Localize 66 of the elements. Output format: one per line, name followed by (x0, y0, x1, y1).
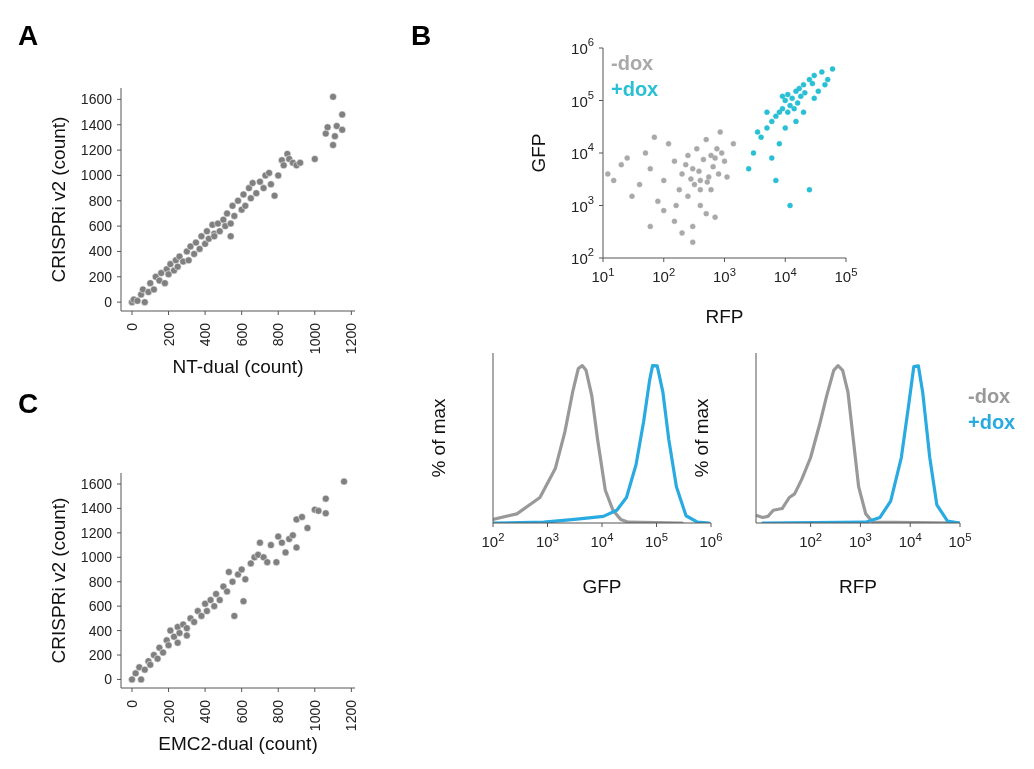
x-tick-label: 10$^{4}$ (590, 531, 614, 550)
text: B (411, 20, 432, 52)
x-tick-label: 1000 (306, 322, 323, 355)
text: -dox (968, 384, 1012, 409)
y-tick-label: 1200 (80, 142, 113, 159)
x-tick-label: 400 (197, 322, 214, 347)
y-tick-label: 800 (88, 192, 113, 209)
x-tick-label: 10$^{3}$ (713, 266, 736, 285)
y-tick-label: 800 (88, 573, 113, 590)
x-tick-label: 10$^{2}$ (652, 266, 676, 285)
x-tick-label: 200 (160, 699, 177, 724)
x-tick-label: 10$^{5}$ (834, 266, 858, 285)
text: -dox (611, 51, 655, 76)
text: C (18, 388, 39, 420)
y-tick-label: 1400 (80, 116, 113, 133)
text: +dox (968, 410, 1016, 435)
y-tick-label: 10$^{6}$ (571, 36, 594, 57)
x-tick-label: 10$^{3}$ (536, 531, 559, 550)
y-tick-label: 600 (88, 218, 113, 235)
y-tick-label: 1400 (80, 500, 113, 517)
x-tick-label: 10$^{6}$ (699, 531, 723, 550)
x-axis-title: RFP (839, 576, 877, 597)
x-tick-label: 0 (123, 699, 140, 708)
y-axis-title: GFP (527, 133, 549, 173)
x-axis-title: RFP (705, 306, 744, 327)
x-tick-label: 10$^{1}$ (591, 266, 615, 285)
x-axis-title: EMC2-dual (count) (158, 733, 318, 754)
x-tick-label: 200 (160, 322, 177, 347)
y-tick-label: 1600 (80, 475, 113, 492)
x-tick-label: 1200 (343, 322, 360, 355)
y-axis-title: CRISPRi v2 (count) (47, 116, 69, 283)
x-tick-label: 10$^{5}$ (645, 531, 668, 550)
x-tick-label: 10$^{3}$ (848, 531, 872, 550)
y-axis-title: CRISPRi v2 (count) (47, 497, 69, 664)
y-tick-label: 400 (88, 622, 113, 639)
x-tick-label: 10$^{4}$ (773, 266, 797, 285)
x-axis-title: GFP (582, 576, 622, 597)
y-tick-label: 200 (88, 647, 113, 664)
y-tick-label: 10$^{3}$ (571, 193, 594, 214)
y-tick-label: 400 (88, 243, 113, 260)
y-tick-label: 0 (104, 294, 113, 311)
y-axis-title: % of max (427, 397, 449, 478)
y-tick-label: 1600 (80, 91, 113, 108)
text: A (18, 20, 39, 52)
x-tick-label: 1200 (343, 699, 360, 732)
y-tick-label: 600 (88, 598, 113, 615)
text: +dox (611, 77, 659, 102)
x-tick-label: 800 (270, 699, 287, 724)
x-tick-label: 400 (197, 699, 214, 724)
y-tick-label: 0 (104, 671, 113, 688)
x-axis-title: NT-dual (count) (172, 356, 304, 377)
y-axis-title: % of max (690, 397, 712, 478)
x-tick-label: 1000 (306, 699, 323, 732)
x-tick-label: 800 (270, 322, 287, 347)
y-tick-label: 10$^{5}$ (571, 88, 594, 109)
x-tick-label: 600 (233, 322, 250, 347)
y-tick-label: 1000 (80, 549, 113, 566)
y-tick-label: 10$^{2}$ (571, 246, 594, 267)
x-tick-label: 10$^{4}$ (898, 531, 922, 550)
x-tick-label: 10$^{5}$ (948, 531, 972, 550)
x-tick-label: 10$^{2}$ (481, 531, 505, 550)
y-tick-label: 1000 (80, 167, 113, 184)
y-tick-label: 10$^{4}$ (571, 141, 594, 162)
x-tick-label: 600 (233, 699, 250, 724)
x-tick-label: 0 (123, 322, 140, 331)
x-tick-label: 10$^{2}$ (799, 531, 823, 550)
